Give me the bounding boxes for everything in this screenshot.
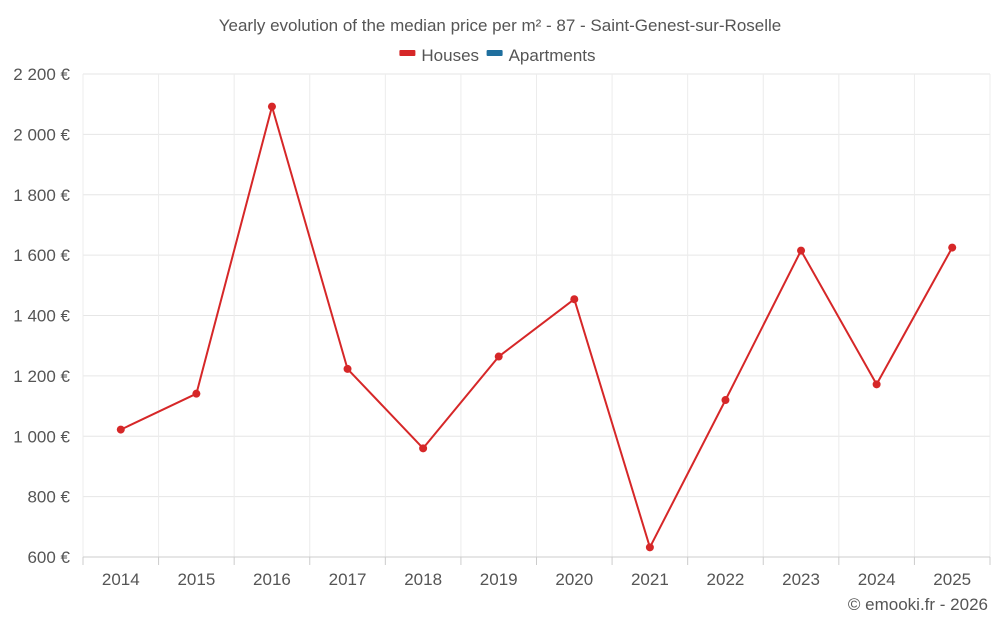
y-tick-label: 2 000 € [13,125,70,144]
x-tick-label: 2023 [782,570,820,589]
x-tick-label: 2018 [404,570,442,589]
data-point[interactable] [192,389,201,398]
x-tick-label: 2025 [933,570,971,589]
axes [82,556,991,565]
legend-swatch [399,50,416,56]
x-tick-label: 2024 [858,570,896,589]
legend-swatch [486,50,503,56]
legend-label: Houses [421,46,479,65]
legend-item-apartments[interactable]: Apartments [486,46,596,65]
legend-label: Apartments [509,46,596,65]
y-tick-label: 600 € [27,548,70,567]
y-axis-tick-labels: 600 € 800 € 1 000 € 1 200 € 1 400 € 1 600 € 1 … [13,65,70,567]
legend-item-houses[interactable]: Houses [399,46,479,65]
data-point[interactable] [570,295,579,304]
y-tick-label: 1 000 € [13,427,70,446]
x-tick-label: 2016 [253,570,291,589]
x-tick-label: 2017 [329,570,367,589]
y-tick-label: 1 600 € [13,246,70,265]
x-axis-tick-labels: 2014 2015 2016 2017 2018 2019 2020 2021 2022 2023… [102,570,971,589]
y-tick-label: 1 200 € [13,367,70,386]
data-point[interactable] [721,396,730,405]
data-point[interactable] [343,364,352,373]
data-point[interactable] [872,380,881,389]
data-point[interactable] [494,352,503,361]
series-layer [116,102,957,552]
x-tick-label: 2019 [480,570,518,589]
data-point[interactable] [948,243,957,252]
y-tick-label: 1 800 € [13,186,70,205]
y-tick-label: 1 400 € [13,307,70,326]
legend[interactable]: Houses Apartments [399,46,596,65]
data-point[interactable] [116,425,125,434]
data-point[interactable] [797,246,806,255]
data-point[interactable] [645,543,654,552]
x-tick-label: 2021 [631,570,669,589]
x-tick-label: 2020 [555,570,593,589]
x-tick-label: 2015 [177,570,215,589]
x-tick-label: 2014 [102,570,140,589]
series-line-houses [120,105,954,549]
chart-title: Yearly evolution of the median price per… [219,16,782,35]
y-tick-label: 2 200 € [13,65,70,84]
grid [82,73,991,557]
y-tick-label: 800 € [27,488,70,507]
data-point[interactable] [419,444,428,453]
credit-text: © emooki.fr - 2026 [848,595,988,614]
data-point[interactable] [267,102,276,111]
x-tick-label: 2022 [707,570,745,589]
